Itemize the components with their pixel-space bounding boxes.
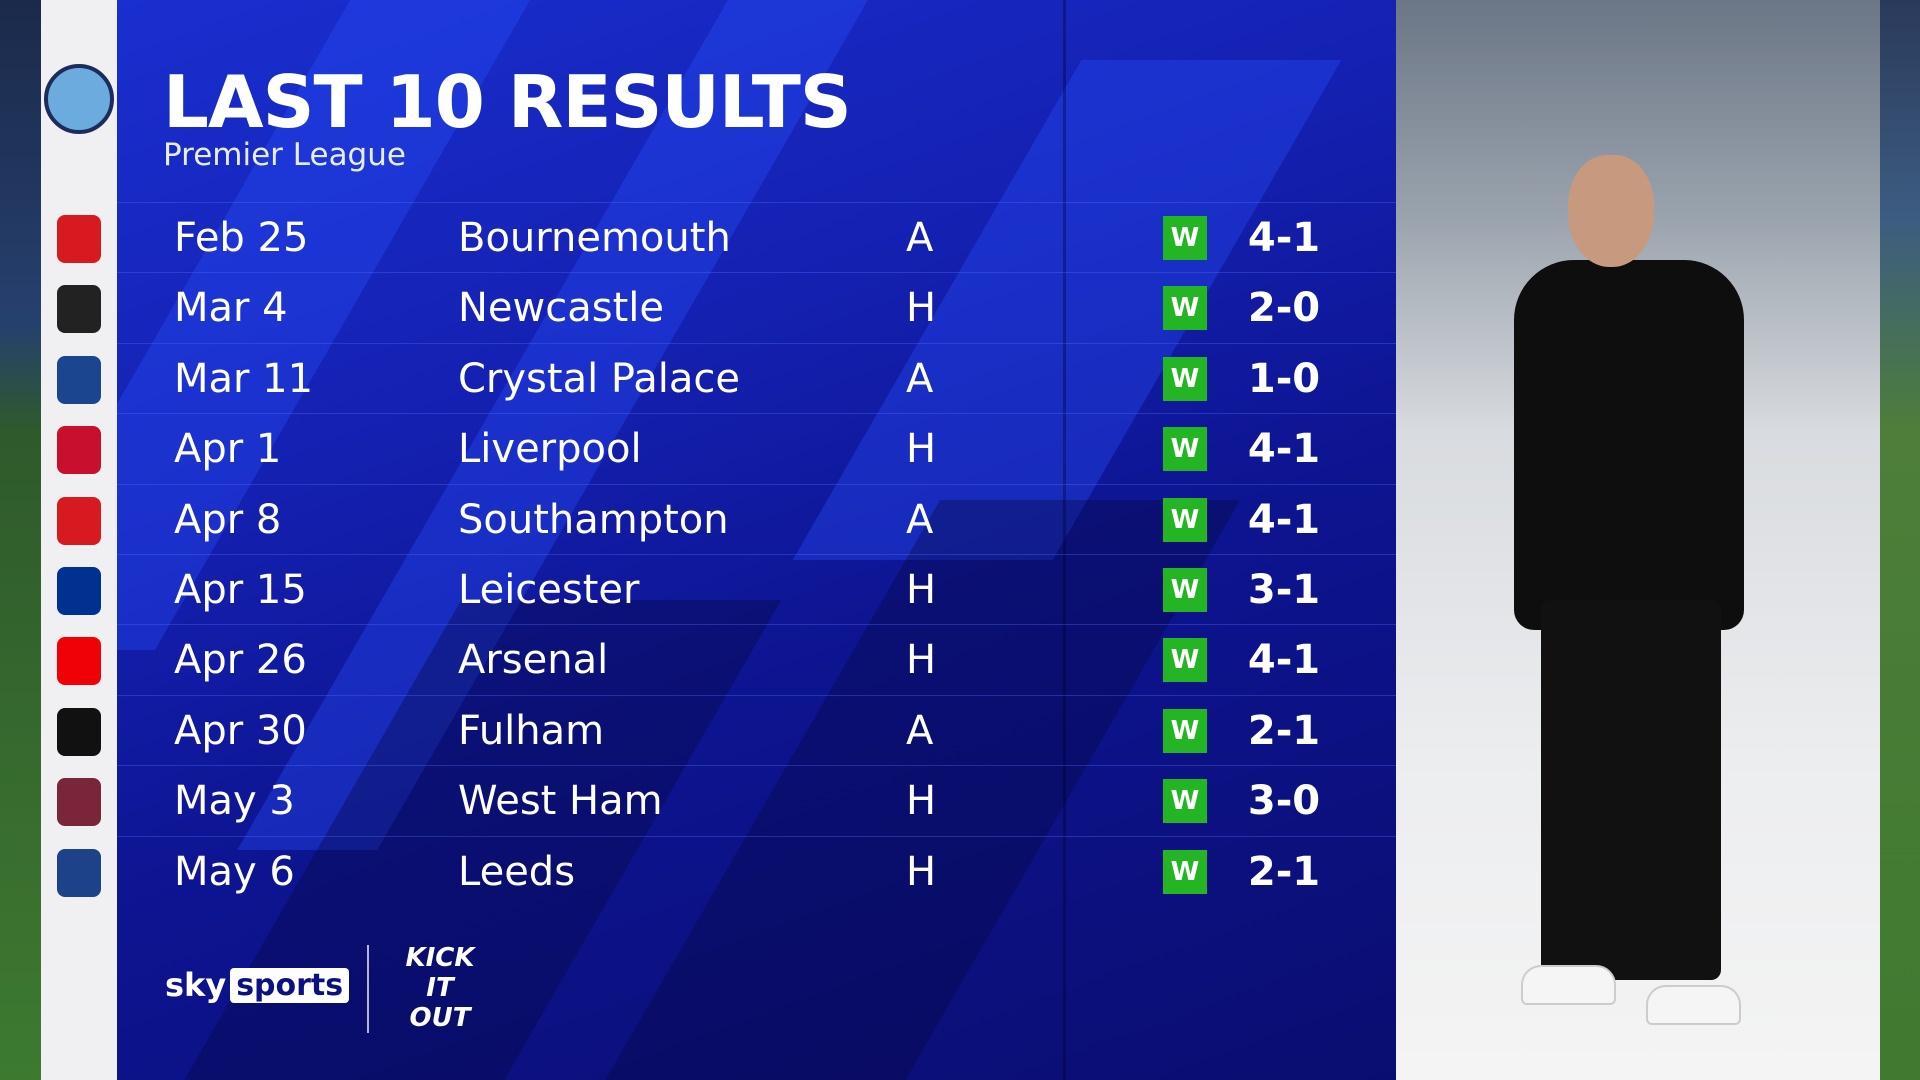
match-date: Apr 26 [174,637,307,684]
result-badge: W [1163,638,1207,683]
result-badge: W [1163,708,1207,753]
opponent-name: Liverpool [458,426,642,473]
result-row: Mar 4 Newcastle H W 2-0 [117,272,1396,342]
score: 2-0 [1247,285,1321,332]
stadium-background-left [0,0,42,1080]
opponent-name: Fulham [458,707,605,754]
result-badge: W [1163,286,1207,331]
result-row: Apr 15 Leicester H W 3-1 [117,554,1396,624]
result-badge: W [1163,427,1207,472]
match-date: May 6 [174,848,295,895]
results-panel: LAST 10 RESULTS Premier League Feb 25 Bo… [117,0,1396,1080]
match-date: Apr 1 [174,426,282,473]
manager-photo [1396,0,1880,1080]
fulham-crest-icon [57,707,101,756]
column-divider [1063,0,1066,1080]
score: 2-1 [1247,707,1321,754]
venue: H [906,778,937,825]
match-date: May 3 [174,778,295,825]
result-row: Apr 1 Liverpool H W 4-1 [117,413,1396,483]
opponent-name: Leicester [458,567,640,613]
score: 4-1 [1247,215,1321,261]
match-date: Apr 15 [174,567,307,613]
logo-divider [367,945,369,1033]
opponent-name: Arsenal [458,637,609,684]
opponent-name: Leeds [458,848,576,895]
venue: H [906,567,937,613]
bournemouth-crest-icon [57,215,101,263]
arsenal-crest-icon [57,637,101,686]
sky-text: sky [165,966,227,1004]
leicester-crest-icon [57,567,101,615]
stadium-background-right [1878,0,1920,1080]
opponent-name: Southampton [458,496,729,543]
match-date: Apr 30 [174,707,307,754]
match-date: Apr 8 [174,496,282,543]
match-date: Feb 25 [174,215,309,261]
result-badge: W [1163,849,1207,894]
opponent-name: Crystal Palace [458,355,740,402]
score: 3-0 [1247,778,1321,825]
result-row: Apr 8 Southampton A W 4-1 [117,483,1396,554]
result-row: May 3 West Ham H W 3-0 [117,765,1396,835]
result-row: Feb 25 Bournemouth A W 4-1 [117,202,1396,272]
shoe-left [1521,965,1616,1005]
result-row: Apr 26 Arsenal H W 4-1 [117,624,1396,694]
venue: H [906,848,937,895]
venue: H [906,285,937,332]
liverpool-crest-icon [57,426,101,475]
result-badge: W [1163,216,1207,260]
result-row: Mar 11 Crystal Palace A W 1-0 [117,342,1396,413]
manager-body [1514,260,1744,630]
page-title: LAST 10 RESULTS [163,60,852,144]
result-row: Apr 30 Fulham A W 2-1 [117,694,1396,765]
result-badge: W [1163,356,1207,401]
leeds-crest-icon [57,848,101,897]
result-row: May 6 Leeds H W 2-1 [117,835,1396,906]
venue: A [906,215,934,261]
opponent-name: West Ham [458,778,663,825]
result-badge: W [1163,497,1207,542]
venue: A [906,355,934,402]
sports-text: sports [230,967,350,1003]
score: 1-0 [1247,355,1321,402]
match-date: Mar 11 [174,355,314,402]
score: 3-1 [1247,567,1321,613]
newcastle-crest-icon [57,285,101,334]
result-badge: W [1163,779,1207,824]
manchester-city-crest-icon [44,64,114,134]
manager-head [1568,155,1654,267]
opponent-name: Newcastle [458,285,664,332]
kick-it-out-logo: KICK IT OUT [405,943,475,1033]
shoe-right [1646,985,1741,1025]
score: 2-1 [1247,848,1321,895]
score: 4-1 [1247,496,1321,543]
score: 4-1 [1247,426,1321,473]
southampton-crest-icon [57,496,101,545]
venue: A [906,707,934,754]
crest-column [41,0,117,1080]
competition-subtitle: Premier League [163,137,406,173]
west-ham-crest-icon [57,778,101,827]
venue: H [906,637,937,684]
venue: H [906,426,937,473]
opponent-name: Bournemouth [458,215,731,261]
manager-legs [1541,600,1721,980]
score: 4-1 [1247,637,1321,684]
venue: A [906,496,934,543]
crystal-palace-crest-icon [57,355,101,404]
sky-sports-logo: sky sports [165,966,350,1004]
result-badge: W [1163,568,1207,612]
match-date: Mar 4 [174,285,288,332]
